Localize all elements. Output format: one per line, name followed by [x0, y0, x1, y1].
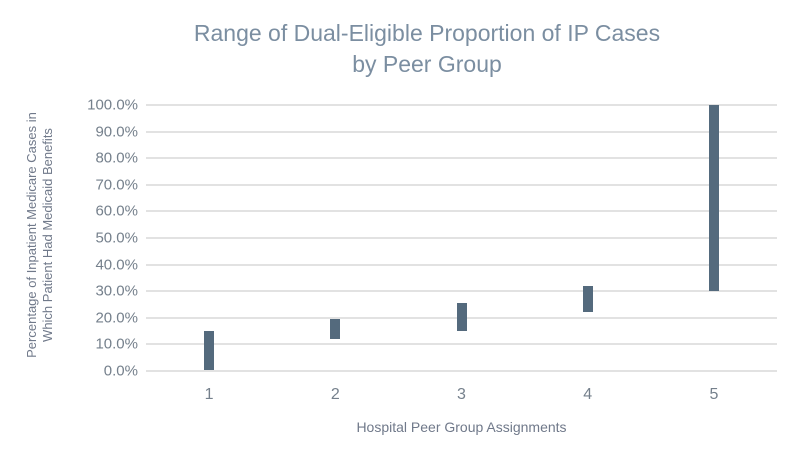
y-tick-label-50.0%: 50.0% — [95, 229, 138, 247]
y-tick-label-100.0%: 100.0% — [87, 96, 138, 114]
gridline-90.0% — [146, 130, 777, 133]
y-tick-label-30.0%: 30.0% — [95, 282, 138, 300]
x-axis-title: Hospital Peer Group Assignments — [356, 419, 567, 435]
gridline-100.0% — [146, 104, 777, 106]
y-tick-label-40.0%: 40.0% — [95, 256, 138, 274]
gridline-80.0% — [146, 157, 777, 160]
x-tick-label-3: 3 — [457, 386, 466, 403]
chart-title-line-2: by Peer Group — [352, 51, 502, 77]
y-tick-label-0.0%: 0.0% — [103, 362, 138, 380]
chart-title: Range of Dual-Eligible Proportion of IP … — [55, 18, 799, 80]
gridline-10.0% — [146, 343, 777, 346]
range-bar-peer-group-3 — [456, 303, 467, 332]
y-tick-label-20.0%: 20.0% — [95, 309, 138, 327]
x-tick-label-4: 4 — [583, 386, 593, 403]
range-bar-peer-group-1 — [204, 331, 215, 370]
x-tick-label-2: 2 — [330, 386, 340, 403]
gridline-50.0% — [146, 237, 777, 239]
range-bar-peer-group-4 — [582, 285, 593, 313]
y-axis-ticks: 0.0% 10.0% 20.0% 30.0% 40.0% 50.0% 60.0% 70.0% 8… — [0, 97, 138, 380]
x-axis-ticks: 1 2 3 4 5 — [146, 386, 777, 408]
y-tick-label-80.0%: 80.0% — [95, 149, 138, 167]
y-tick-label-60.0%: 60.0% — [95, 202, 138, 220]
y-tick-label-10.0%: 10.0% — [95, 335, 138, 353]
y-tick-label-70.0%: 70.0% — [95, 176, 138, 194]
gridline-0.0% — [146, 370, 777, 372]
y-tick-label-90.0%: 90.0% — [95, 123, 138, 141]
gridline-70.0% — [146, 183, 777, 186]
range-bar-peer-group-2 — [330, 319, 341, 340]
gridline-60.0% — [146, 210, 777, 213]
plot-area — [146, 104, 777, 372]
x-tick-label-5: 5 — [709, 386, 719, 403]
range-bar-peer-group-5 — [708, 105, 719, 292]
gridline-30.0% — [146, 290, 777, 293]
x-tick-label-1: 1 — [204, 386, 214, 403]
chart-title-line-1: Range of Dual-Eligible Proportion of IP … — [193, 20, 661, 46]
gridline-40.0% — [146, 263, 777, 266]
